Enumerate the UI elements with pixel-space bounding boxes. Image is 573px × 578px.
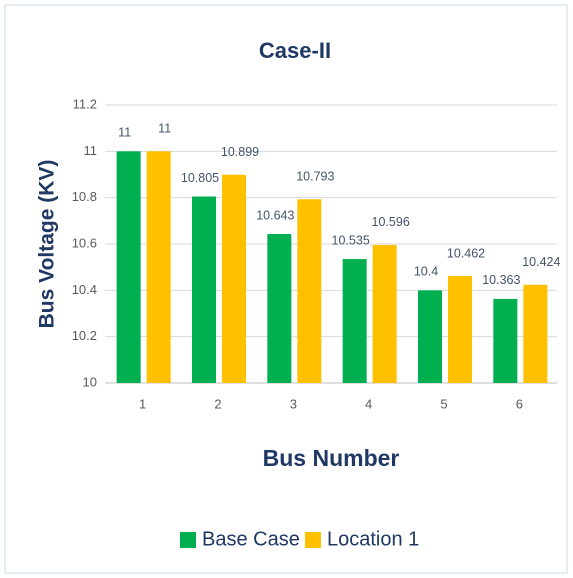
- x-axis-label: Bus Number: [263, 445, 400, 471]
- y-tick-label: 11.2: [73, 96, 97, 111]
- data-label: 10.4: [414, 265, 438, 279]
- legend-label: Base Case: [202, 528, 300, 550]
- bar: [418, 290, 442, 383]
- y-tick-label: 10.8: [72, 189, 97, 204]
- legend-swatch: [180, 532, 196, 548]
- bar: [448, 275, 472, 383]
- x-tick-label: 1: [139, 396, 146, 411]
- data-label: 10.899: [221, 145, 259, 159]
- bar: [222, 174, 246, 383]
- x-tick-label: 2: [214, 396, 221, 411]
- legend-swatch: [305, 532, 321, 548]
- data-label: 10.793: [296, 170, 334, 184]
- bar: [342, 259, 367, 383]
- bar: [523, 284, 548, 383]
- legend-label: Location 1: [327, 528, 419, 550]
- x-tick-label: 6: [516, 396, 523, 411]
- y-axis-label: Bus Voltage (KV): [36, 160, 59, 329]
- x-tick-label: 5: [440, 396, 447, 411]
- bar: [493, 298, 518, 383]
- bar: [297, 199, 322, 383]
- x-tick-label: 4: [365, 396, 372, 411]
- y-tick-label: 10.6: [72, 235, 97, 250]
- y-tick-label: 10.2: [72, 328, 97, 343]
- data-label: 10.462: [447, 246, 485, 260]
- data-label: 10.596: [372, 215, 410, 229]
- x-tick-label: 3: [290, 396, 297, 411]
- bar: [267, 234, 292, 383]
- data-label: 10.643: [256, 208, 294, 222]
- data-label: 11: [158, 122, 171, 136]
- bar: [146, 151, 171, 383]
- data-label: 10.424: [522, 255, 560, 269]
- y-tick-label: 10: [83, 374, 97, 389]
- data-label: 10.535: [332, 233, 370, 247]
- bar: [372, 244, 397, 383]
- chart-title: Case-II: [259, 38, 331, 63]
- y-tick-label: 11: [84, 143, 98, 158]
- bar: [116, 151, 141, 383]
- data-label: 10.363: [482, 273, 520, 287]
- bar: [192, 196, 216, 383]
- data-label: 11: [118, 126, 131, 140]
- y-tick-label: 10.4: [72, 282, 97, 297]
- data-label: 10.805: [181, 171, 219, 185]
